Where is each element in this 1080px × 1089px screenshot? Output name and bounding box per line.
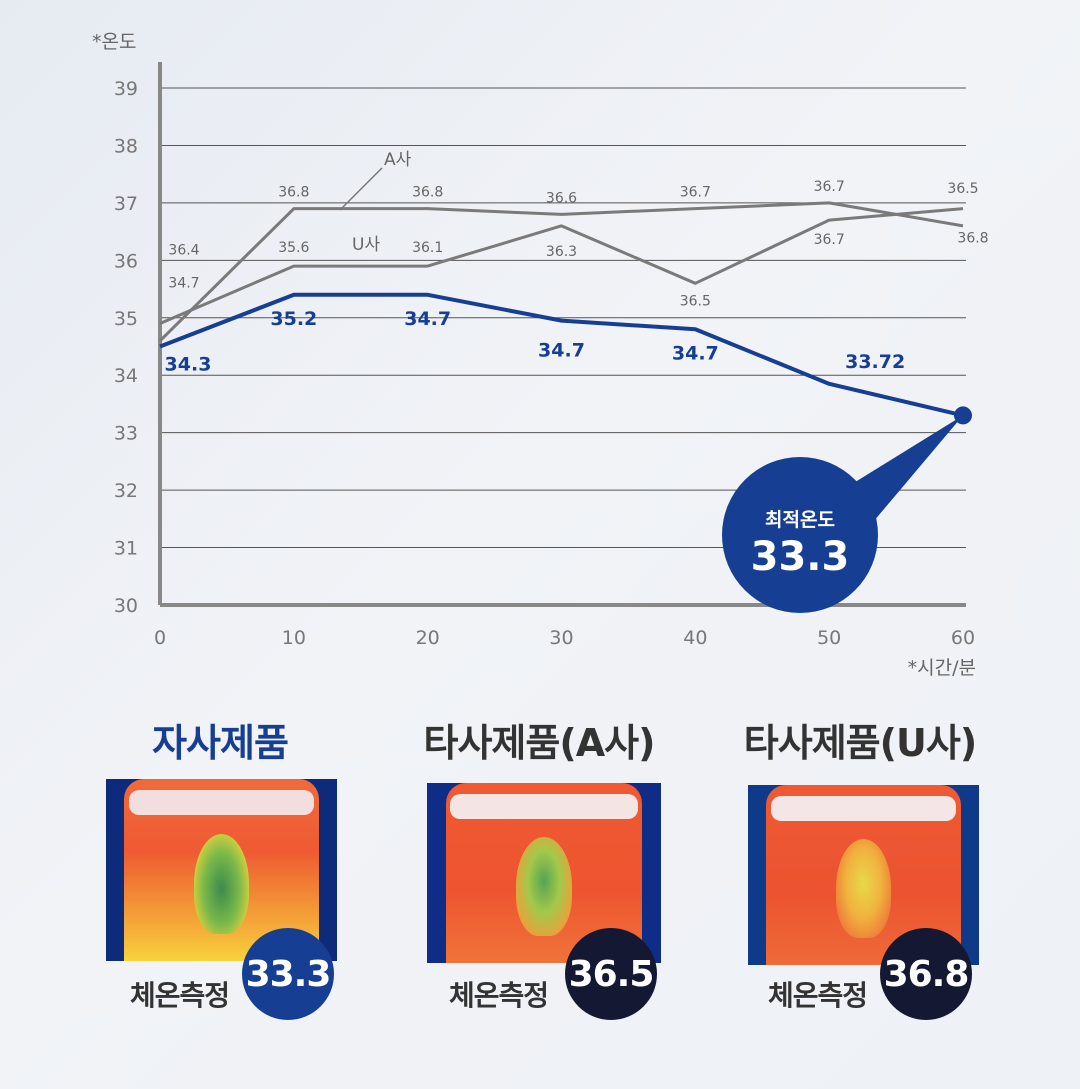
- series-line-2: [159, 292, 964, 418]
- series-name-u: U사: [352, 235, 380, 255]
- data-label-a: 36.8: [412, 185, 443, 201]
- y-tick-label: 38: [114, 135, 138, 157]
- x-tick-label: 60: [951, 627, 975, 649]
- temperature-badge-a: 36.5: [565, 928, 657, 1020]
- callout-bubble: [722, 457, 878, 613]
- y-tick-label: 30: [114, 595, 138, 617]
- series-line-1: [159, 207, 964, 325]
- data-label-u: 34.7: [168, 275, 199, 291]
- data-label-u: 36.3: [546, 244, 577, 260]
- y-tick-label: 32: [114, 480, 138, 502]
- data-label-a: 36.4: [168, 243, 199, 259]
- endpoint-marker: [954, 406, 972, 425]
- data-label-u: 36.8: [957, 231, 988, 247]
- callout-pointer: [852, 415, 963, 528]
- data-label-a: 36.7: [680, 185, 711, 201]
- y-axis-title: *온도: [92, 31, 136, 53]
- data-label-u: 36.1: [412, 240, 443, 256]
- data-label-own: 35.2: [270, 308, 317, 330]
- x-tick-label: 30: [549, 627, 573, 649]
- y-tick-label: 37: [114, 193, 138, 215]
- data-label-u: 35.6: [278, 240, 309, 256]
- y-tick-label: 35: [114, 308, 138, 330]
- data-label-own: 34.7: [538, 340, 585, 362]
- x-tick-label: 40: [683, 627, 707, 649]
- x-tick-label: 10: [282, 627, 306, 649]
- y-tick-label: 31: [114, 538, 138, 560]
- data-label-a: 36.5: [947, 181, 978, 197]
- series-line-0: [158, 201, 964, 342]
- data-label-a: 36.8: [278, 185, 309, 201]
- x-axis-title: *시간/분: [908, 657, 976, 679]
- temperature-chart: 30 31 32 33 34 35 36 37 38 39 0 10 20 30 40 50 60 *온도 *시간/…: [92, 31, 989, 679]
- x-tick-label: 0: [154, 627, 166, 649]
- callout-value: 33.3: [751, 534, 850, 580]
- data-label-a: 36.6: [546, 190, 577, 206]
- y-tick-label: 33: [114, 423, 138, 445]
- data-label-u: 36.5: [680, 293, 711, 309]
- thermal-image-u: [748, 785, 979, 965]
- data-label-own: 33.72: [845, 351, 905, 373]
- measure-label-u: 체온측정: [768, 979, 868, 1012]
- product-title-own: 자사제품: [152, 721, 289, 765]
- measure-label-a: 체온측정: [449, 979, 549, 1012]
- y-tick-label: 39: [114, 78, 138, 100]
- product-title-a: 타사제품(A사): [423, 721, 656, 765]
- data-label-own: 34.7: [672, 342, 719, 364]
- y-tick-label: 36: [114, 250, 138, 272]
- temperature-badge-u: 36.8: [880, 928, 972, 1020]
- x-tick-label: 20: [416, 627, 440, 649]
- data-label-own: 34.3: [165, 354, 212, 376]
- series-name-leader: [339, 167, 383, 211]
- series-name-a: A사: [384, 150, 412, 170]
- callout-title: 최적온도: [765, 509, 835, 531]
- x-tick-label: 50: [817, 627, 841, 649]
- data-label-own: 34.7: [404, 308, 451, 330]
- y-tick-label: 34: [114, 365, 138, 387]
- measure-label-own: 체온측정: [130, 979, 230, 1012]
- data-label-u: 36.7: [814, 232, 845, 248]
- data-label-a: 36.7: [814, 179, 845, 195]
- temperature-badge-own: 33.3: [242, 928, 334, 1020]
- product-title-u: 타사제품(U사): [743, 721, 977, 765]
